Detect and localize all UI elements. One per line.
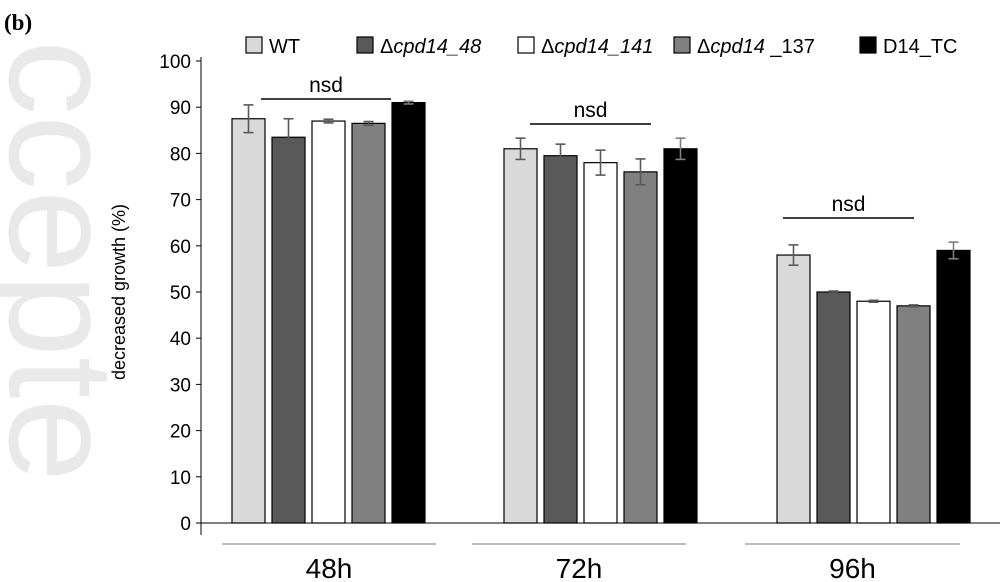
x-tick-label: 96h: [829, 553, 876, 582]
bar: [776, 254, 811, 524]
bar: [623, 171, 658, 524]
bar: [503, 148, 538, 524]
legend-label: Δcpd14_48: [380, 36, 481, 58]
y-tick-label: 60: [170, 237, 191, 258]
bar: [311, 120, 346, 524]
y-tick-label: 100: [159, 52, 191, 73]
legend-swatch: [673, 36, 691, 54]
bar: [391, 101, 426, 524]
bar: [583, 162, 618, 524]
bar: [816, 291, 851, 524]
x-tick-label: 48h: [306, 553, 353, 582]
significance-label: nsd: [574, 99, 608, 122]
bar: [543, 155, 578, 524]
y-tick-label: 80: [170, 144, 191, 165]
y-tick-label: 30: [170, 375, 191, 396]
significance-label: nsd: [832, 193, 866, 216]
y-tick-label: 10: [170, 468, 191, 489]
bar: [351, 122, 386, 524]
legend-swatch: [245, 36, 263, 54]
legend-swatch: [859, 36, 877, 54]
bar: [936, 249, 971, 524]
significance-label: nsd: [309, 74, 343, 97]
y-tick-label: 0: [180, 514, 191, 535]
bar: [231, 118, 266, 524]
y-tick-label: 40: [170, 329, 191, 350]
legend-label: Δcpd14_141: [541, 36, 653, 58]
bar: [271, 136, 306, 524]
legend-label: Δcpd14 _137: [697, 36, 815, 58]
watermark-text: ccepte: [0, 40, 146, 482]
y-axis-label: decreased growth (%): [109, 204, 129, 380]
legend-label: WT: [269, 36, 300, 58]
x-tick-label: 72h: [556, 553, 603, 582]
y-tick-label: 70: [170, 191, 191, 212]
panel-label: (b): [4, 10, 33, 35]
bar: [663, 148, 698, 524]
bar: [856, 300, 891, 524]
y-tick-label: 50: [170, 283, 191, 304]
legend-label: D14_TC: [883, 36, 957, 58]
y-tick-label: 20: [170, 422, 191, 443]
legend-swatch: [517, 36, 535, 54]
legend-swatch: [356, 36, 374, 54]
y-tick-label: 90: [170, 98, 191, 119]
bar: [896, 305, 931, 524]
